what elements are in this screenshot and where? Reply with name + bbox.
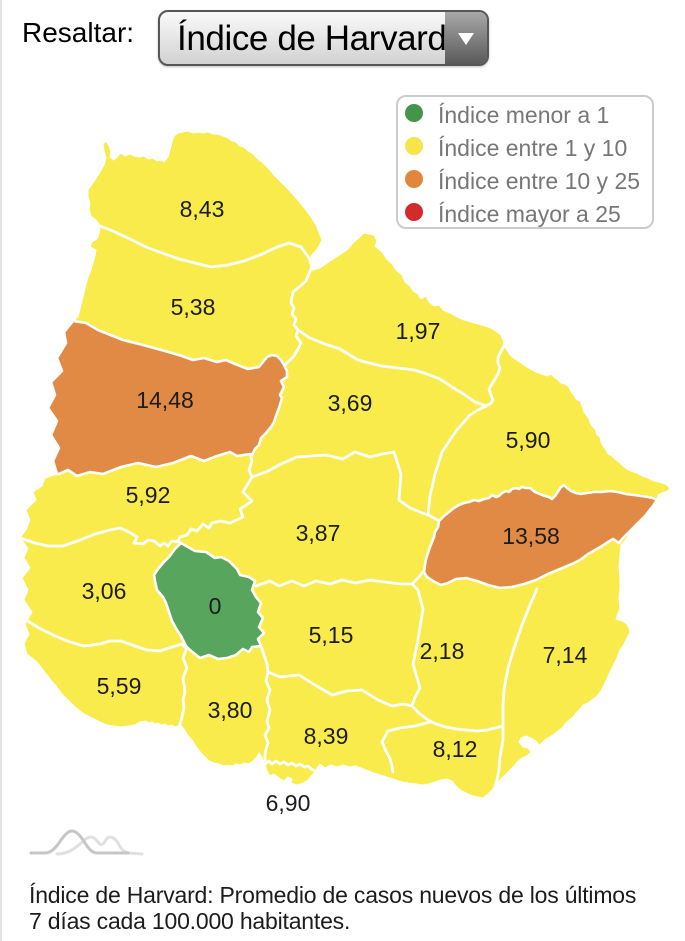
svg-text:5,92: 5,92 bbox=[126, 482, 171, 508]
svg-text:5,59: 5,59 bbox=[97, 673, 142, 699]
svg-text:2,18: 2,18 bbox=[420, 638, 465, 664]
svg-text:6,90: 6,90 bbox=[266, 790, 311, 816]
svg-text:8,12: 8,12 bbox=[433, 736, 478, 762]
svg-text:5,90: 5,90 bbox=[506, 427, 551, 453]
svg-text:8,43: 8,43 bbox=[180, 196, 225, 222]
svg-text:3,87: 3,87 bbox=[296, 520, 341, 546]
svg-text:3,06: 3,06 bbox=[82, 578, 127, 604]
svg-text:7,14: 7,14 bbox=[543, 642, 588, 668]
svg-text:14,48: 14,48 bbox=[136, 387, 194, 413]
svg-text:5,15: 5,15 bbox=[309, 622, 354, 648]
svg-text:8,39: 8,39 bbox=[304, 723, 349, 749]
svg-text:0: 0 bbox=[209, 593, 222, 619]
svg-text:5,38: 5,38 bbox=[171, 294, 216, 320]
svg-text:1,97: 1,97 bbox=[396, 318, 441, 344]
svg-text:3,69: 3,69 bbox=[328, 390, 373, 416]
svg-text:3,80: 3,80 bbox=[208, 697, 253, 723]
svg-text:13,58: 13,58 bbox=[502, 523, 560, 549]
